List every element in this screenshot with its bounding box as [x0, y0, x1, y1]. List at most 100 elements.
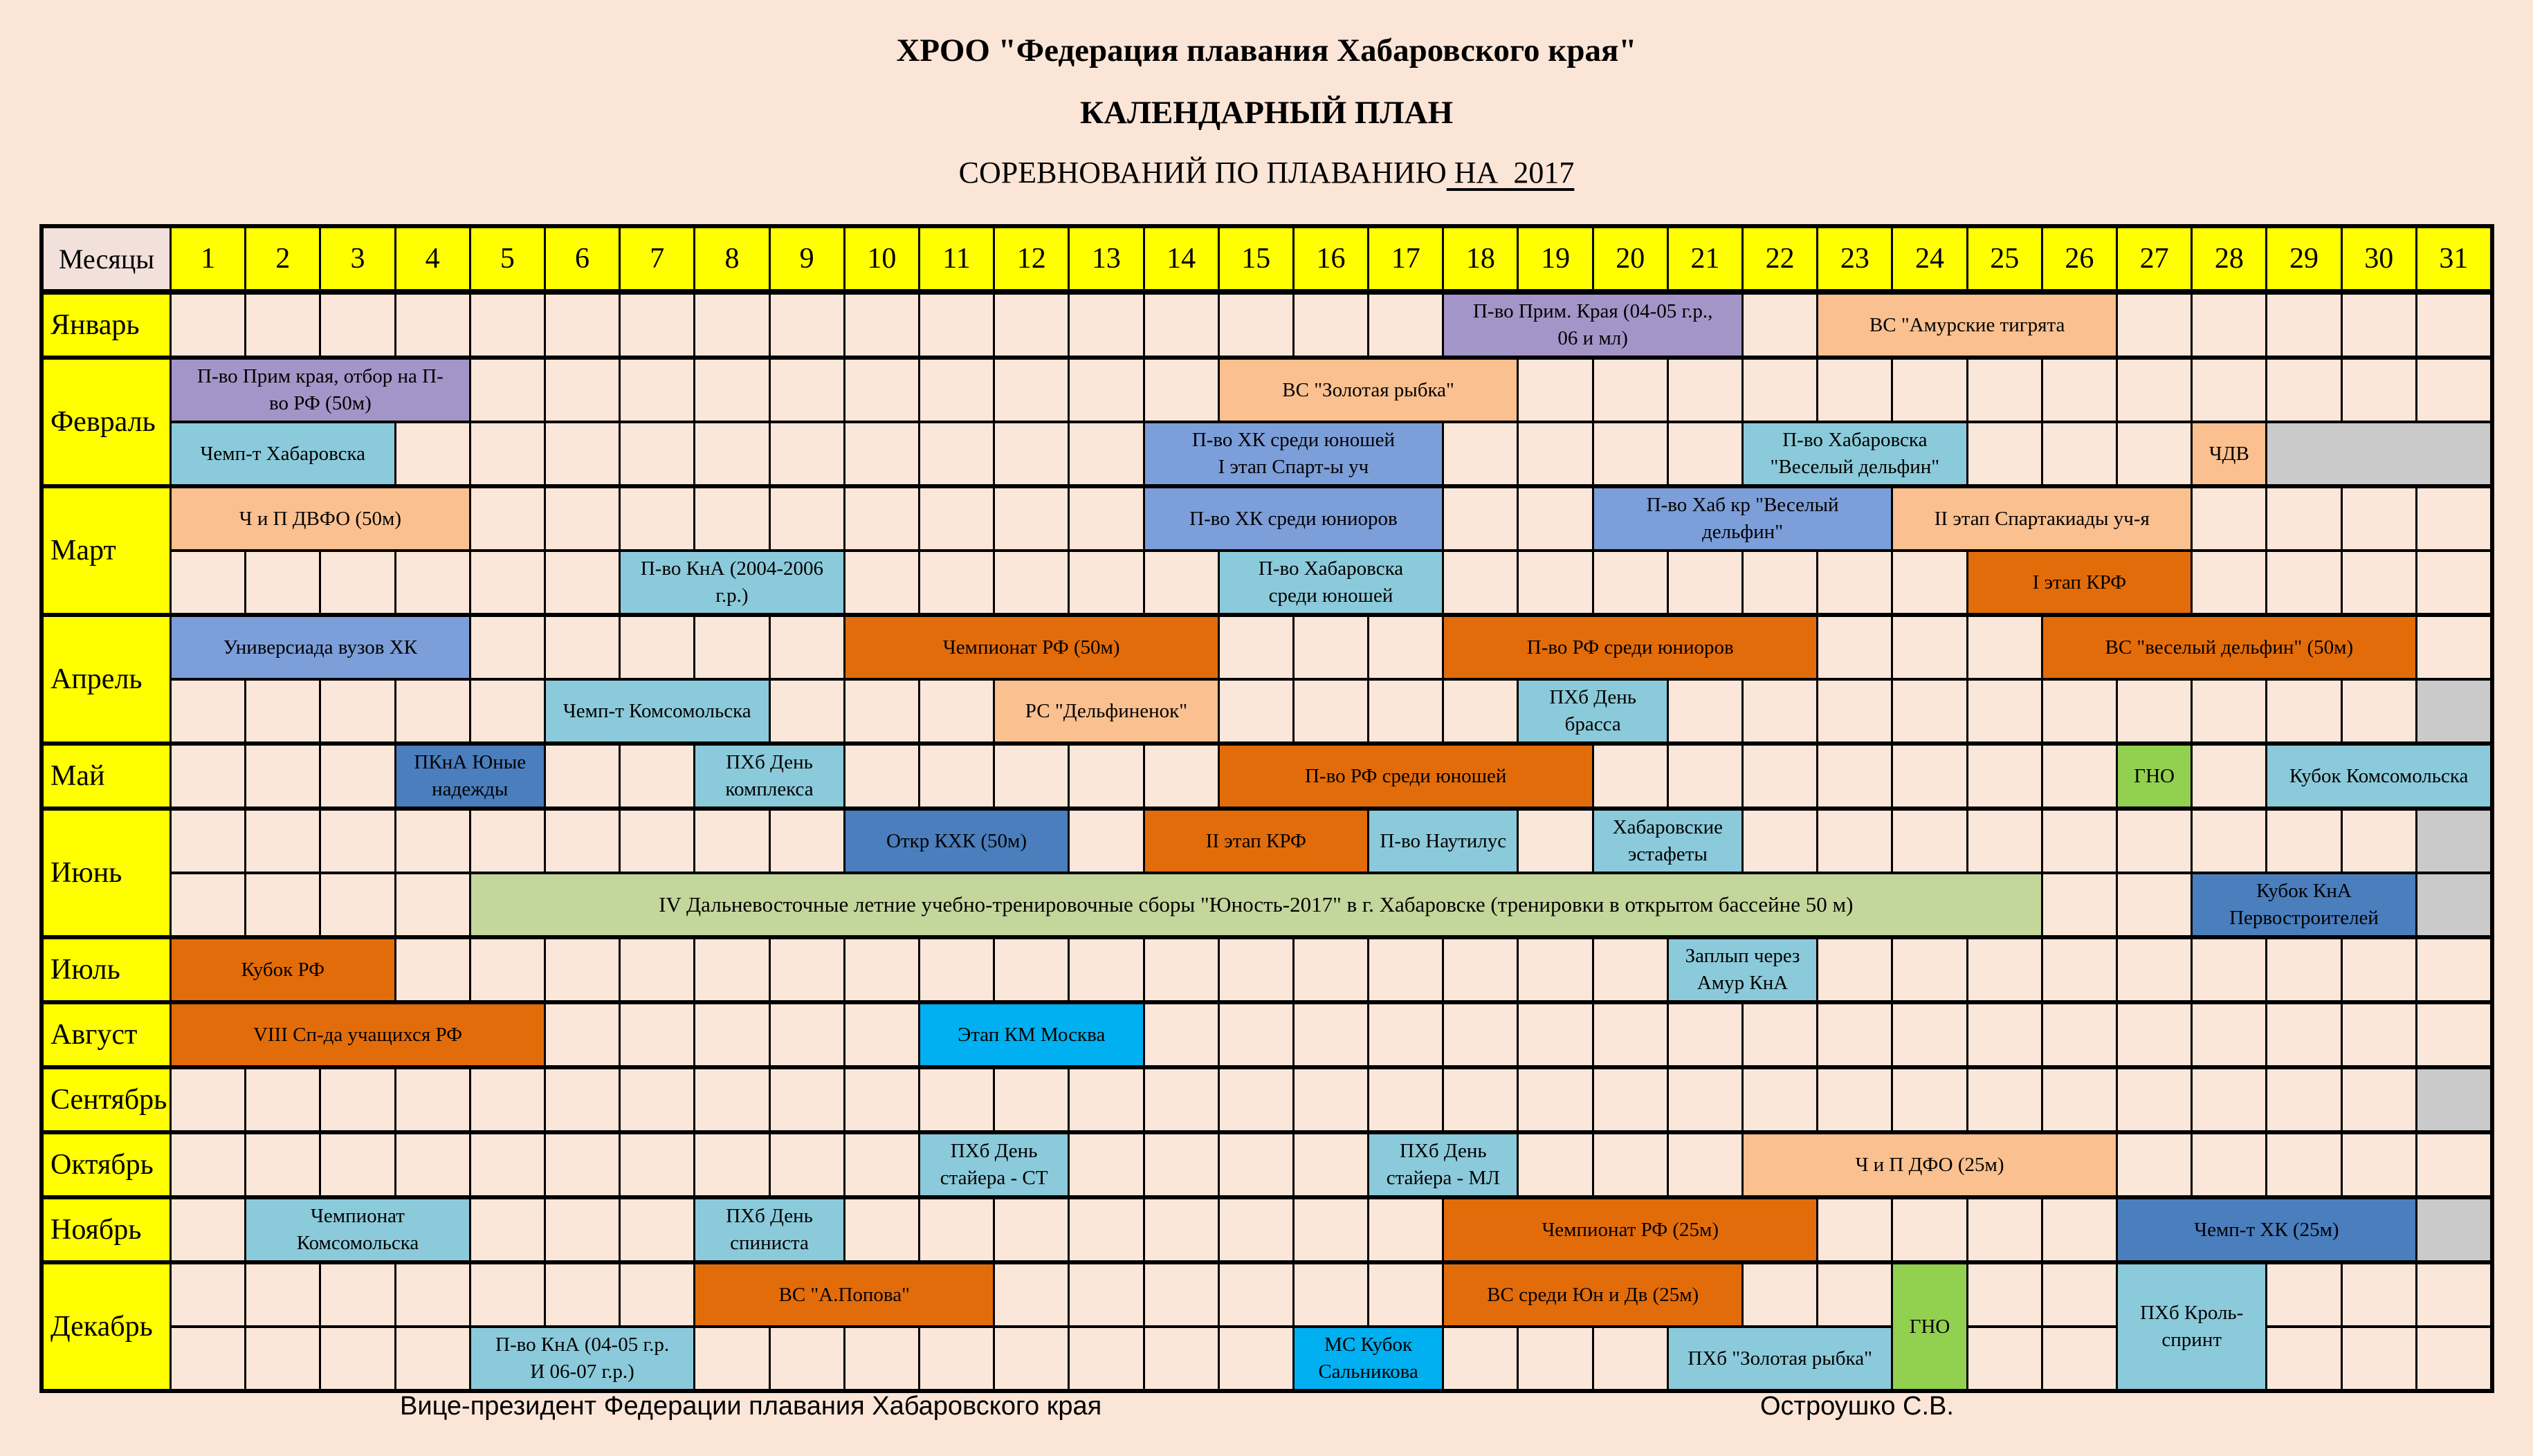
subtitle-text: СОРЕВНОВАНИЙ ПО ПЛАВАНИЮ: [958, 156, 1447, 190]
event-block: П-во КнА (04-05 г.р. И 06-07 г.р.): [470, 1328, 694, 1389]
day-cell: [1968, 811, 2041, 872]
day-cell: [2193, 939, 2266, 1000]
day-cell: [770, 681, 843, 741]
day-cell: [845, 488, 918, 549]
disabled-day-cell: [2417, 681, 2490, 741]
day-cell: [2417, 295, 2490, 356]
day-cell: [1070, 1069, 1143, 1130]
day-cell: [621, 1004, 694, 1065]
day-cell: [1444, 1069, 1517, 1130]
event-block: ВС среди Юн и Дв (25м): [1444, 1264, 1742, 1325]
header-row: Месяцы 1 2 3 4 5 6 7 8 9 10 11 12 13 14 15 16 17 18 19 20 21 2…: [44, 228, 2490, 289]
day-cell: [2267, 1004, 2341, 1065]
day-cell: [1668, 746, 1742, 807]
day-cell: [1519, 811, 1592, 872]
day-cell: [920, 939, 994, 1000]
day-header-cell: 12: [995, 228, 1068, 289]
day-cell: [1070, 1199, 1143, 1260]
day-header-cell: 25: [1968, 228, 2041, 289]
day-cell: [545, 1134, 619, 1195]
day-cell: [1818, 1199, 1892, 1260]
day-cell: [321, 1328, 394, 1389]
event-block: Чемпионат РФ (50м): [845, 617, 1218, 678]
day-cell: [1893, 681, 1966, 741]
day-cell: [1444, 681, 1517, 741]
day-header-cell: 13: [1070, 228, 1143, 289]
day-cell: [621, 360, 694, 421]
day-cell: [1968, 681, 2041, 741]
day-cell: [695, 423, 769, 484]
day-cell: [172, 1264, 245, 1325]
disabled-day-cell: [2267, 423, 2490, 484]
event-block: Хабаровские эстафеты: [1593, 811, 1742, 872]
day-cell: [845, 681, 918, 741]
day-cell: [2042, 1264, 2116, 1325]
day-cell: [2042, 939, 2116, 1000]
day-header-cell: 3: [321, 228, 394, 289]
event-block: ПХб "Золотая рыбка": [1668, 1328, 1892, 1389]
day-cell: [621, 746, 694, 807]
event-block: Заплып через Амур КнА: [1668, 939, 1817, 1000]
day-cell: [621, 295, 694, 356]
day-cell: [545, 1199, 619, 1260]
day-cell: [2267, 1328, 2341, 1389]
month-label: Февраль: [44, 360, 170, 484]
day-cell: [1219, 1328, 1292, 1389]
day-cell: [845, 1328, 918, 1389]
day-cell: [2417, 552, 2490, 613]
day-cell: [1893, 1199, 1966, 1260]
event-block: ЧДВ: [2193, 423, 2266, 484]
day-cell: [470, 939, 544, 1000]
day-cell: [2118, 1004, 2191, 1065]
day-cell: [770, 1134, 843, 1195]
day-cell: [1893, 552, 1966, 613]
day-cell: [2118, 681, 2191, 741]
day-cell: [2118, 360, 2191, 421]
day-cell: [995, 423, 1068, 484]
day-cell: [1744, 681, 1817, 741]
day-cell: [770, 1069, 843, 1130]
day-cell: [1144, 1004, 1218, 1065]
page-subtitle-year: СОРЕВНОВАНИЙ ПО ПЛАВАНИЮ НА 2017: [0, 155, 2533, 190]
day-cell: [2193, 746, 2266, 807]
day-cell: [770, 1004, 843, 1065]
day-header-cell: 26: [2042, 228, 2116, 289]
day-cell: [1070, 360, 1143, 421]
event-block: ПХб День комплекса: [695, 746, 843, 807]
day-cell: [246, 1328, 320, 1389]
day-cell: [920, 1328, 994, 1389]
day-header-cell: 20: [1593, 228, 1667, 289]
day-cell: [545, 617, 619, 678]
day-cell: [1818, 1264, 1892, 1325]
day-cell: [845, 295, 918, 356]
day-cell: [545, 1264, 619, 1325]
day-cell: [2193, 488, 2266, 549]
day-cell: [920, 488, 994, 549]
day-cell: [695, 1134, 769, 1195]
day-cell: [845, 1004, 918, 1065]
day-cell: [995, 746, 1068, 807]
day-cell: [1519, 360, 1592, 421]
month-row-5: Май ПКнА Юные надежды ПХб День комплекса П-во…: [44, 741, 2490, 807]
day-cell: [172, 295, 245, 356]
day-cell: [246, 1134, 320, 1195]
event-block: ГНО: [1893, 1264, 1966, 1389]
month-label: Август: [44, 1004, 170, 1065]
event-block: II этап Спартакиады уч-я: [1893, 488, 2191, 549]
day-cell: [172, 811, 245, 872]
day-cell: [470, 552, 544, 613]
day-cell: [1070, 811, 1143, 872]
day-cell: [2342, 488, 2415, 549]
day-header-cell: 6: [545, 228, 619, 289]
day-cell: [695, 488, 769, 549]
day-cell: [2118, 874, 2191, 935]
day-cell: [995, 488, 1068, 549]
event-block: П-во РФ среди юниоров: [1444, 617, 1817, 678]
month-row-12: Декабрь ВС "А.Попова" ВС среди Юн и Дв (25…: [44, 1260, 2490, 1389]
day-header-cell: 14: [1144, 228, 1218, 289]
day-cell: [1144, 746, 1218, 807]
month-label: Январь: [44, 295, 170, 356]
day-cell: [1070, 488, 1143, 549]
day-cell: [545, 1004, 619, 1065]
corner-cell: Месяцы: [44, 228, 170, 289]
